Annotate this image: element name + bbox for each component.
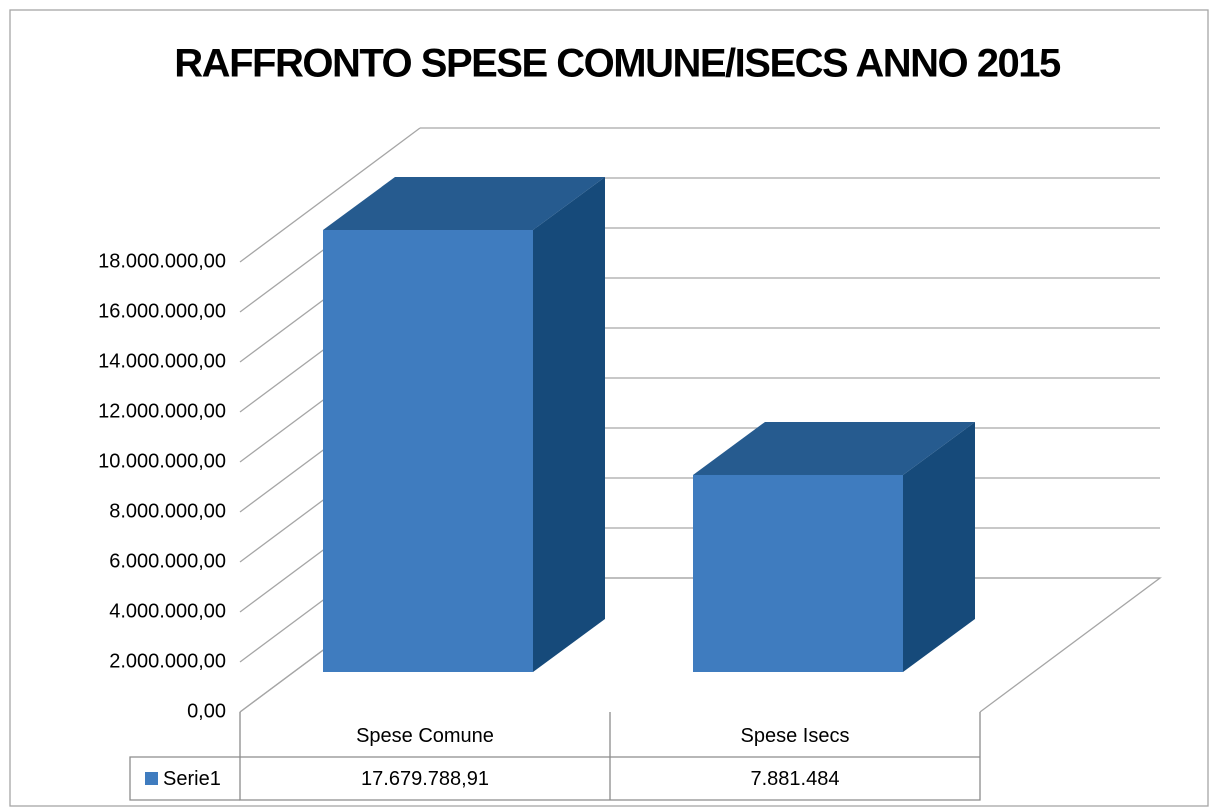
grid-line bbox=[239, 127, 421, 263]
bar-side bbox=[533, 177, 605, 672]
y-tick-label: 10.000.000,00 bbox=[98, 450, 226, 472]
bar bbox=[323, 230, 533, 672]
bar bbox=[693, 474, 903, 672]
y-tick-label: 12.000.000,00 bbox=[98, 400, 226, 422]
y-tick-label: 18.000.000,00 bbox=[98, 250, 226, 272]
data-label: 7.881.484 bbox=[751, 768, 840, 790]
y-tick-label: 6.000.000,00 bbox=[109, 550, 226, 572]
bar-top bbox=[693, 421, 975, 475]
legend-swatch bbox=[145, 772, 158, 785]
x-tick-label: Spese Comune bbox=[356, 725, 494, 747]
y-tick-label: 16.000.000,00 bbox=[98, 300, 226, 322]
y-tick-label: 4.000.000,00 bbox=[109, 600, 226, 622]
table-border bbox=[129, 756, 240, 801]
y-tick-label: 0,00 bbox=[187, 700, 226, 722]
legend-label: Serie1 bbox=[163, 768, 221, 790]
bar-side bbox=[903, 421, 975, 672]
chart-title: RAFFRONTO SPESE COMUNE/ISECS ANNO 2015 bbox=[174, 42, 1061, 86]
y-tick-label: 2.000.000,00 bbox=[109, 650, 226, 672]
data-label: 17.679.788,91 bbox=[361, 768, 489, 790]
y-tick-label: 14.000.000,00 bbox=[98, 350, 226, 372]
bar-top bbox=[323, 177, 605, 231]
chart-border bbox=[9, 9, 1209, 807]
x-tick-label: Spese Isecs bbox=[741, 725, 850, 747]
y-tick-label: 8.000.000,00 bbox=[109, 500, 226, 522]
